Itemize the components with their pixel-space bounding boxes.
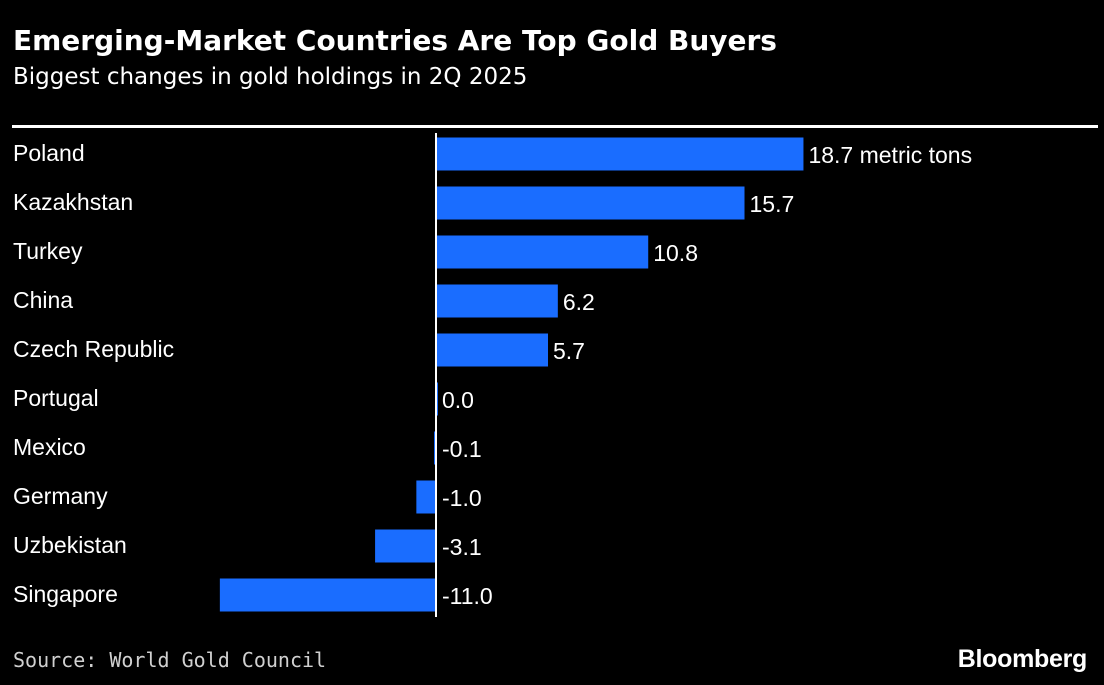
bar: [416, 480, 436, 514]
category-label: Germany: [13, 483, 108, 509]
category-label: Kazakhstan: [13, 189, 133, 215]
chart-subtitle: Biggest changes in gold holdings in 2Q 2…: [13, 64, 528, 90]
category-label: China: [13, 287, 73, 313]
chart-title: Emerging-Market Countries Are Top Gold B…: [13, 24, 777, 57]
category-label: Poland: [13, 140, 85, 166]
bar: [436, 333, 549, 367]
category-label: Singapore: [13, 581, 118, 607]
bar: [375, 529, 436, 563]
category-label: Mexico: [13, 434, 86, 460]
value-label: 18.7 metric tons: [808, 142, 972, 168]
value-label: 5.7: [553, 338, 585, 364]
value-label: -0.1: [442, 436, 482, 462]
source-note: Source: World Gold Council: [13, 648, 326, 672]
bar: [436, 137, 804, 171]
title-divider: [12, 125, 1098, 128]
value-label: -1.0: [442, 485, 482, 511]
bar: [219, 578, 436, 612]
category-label: Turkey: [13, 238, 83, 264]
bar: [436, 186, 745, 220]
bar: [436, 284, 558, 318]
bar: [436, 235, 649, 269]
source-text: World Gold Council: [109, 648, 327, 672]
category-label: Uzbekistan: [13, 532, 127, 558]
category-label: Czech Republic: [13, 336, 174, 362]
value-label: 6.2: [563, 289, 595, 315]
value-label: 15.7: [750, 191, 795, 217]
bloomberg-logo: Bloomberg: [957, 645, 1088, 673]
bar-chart: Poland 18.7 metric tons Kazakhstan 15.7 Turk…: [13, 133, 972, 617]
value-label: -3.1: [442, 534, 482, 560]
value-label: 10.8: [653, 240, 698, 266]
source-label: Source:: [13, 648, 98, 672]
value-label: -11.0: [442, 583, 493, 609]
value-label: 0.0: [442, 387, 474, 413]
category-label: Portugal: [13, 385, 99, 411]
